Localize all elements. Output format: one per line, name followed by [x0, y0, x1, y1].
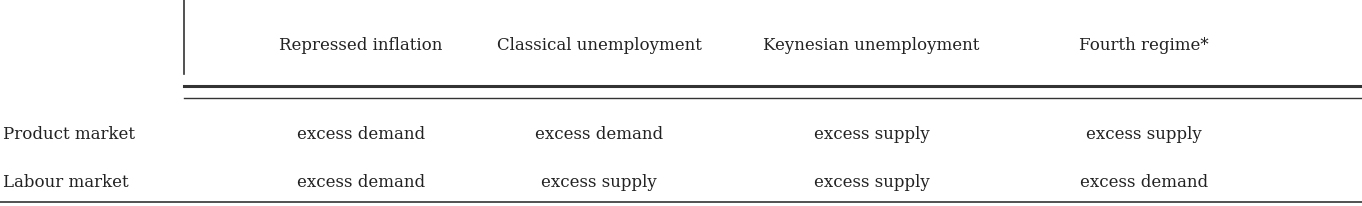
Text: excess supply: excess supply — [814, 173, 929, 190]
Text: excess demand: excess demand — [297, 125, 425, 142]
Text: excess demand: excess demand — [1080, 173, 1208, 190]
Text: Repressed inflation: Repressed inflation — [279, 37, 443, 54]
Text: Labour market: Labour market — [3, 173, 128, 190]
Text: excess demand: excess demand — [535, 125, 663, 142]
Text: Classical unemployment: Classical unemployment — [497, 37, 701, 54]
Text: Product market: Product market — [3, 125, 135, 142]
Text: Fourth regime*: Fourth regime* — [1079, 37, 1209, 54]
Text: excess supply: excess supply — [1087, 125, 1201, 142]
Text: Keynesian unemployment: Keynesian unemployment — [764, 37, 979, 54]
Text: excess demand: excess demand — [297, 173, 425, 190]
Text: excess supply: excess supply — [814, 125, 929, 142]
Text: excess supply: excess supply — [542, 173, 656, 190]
